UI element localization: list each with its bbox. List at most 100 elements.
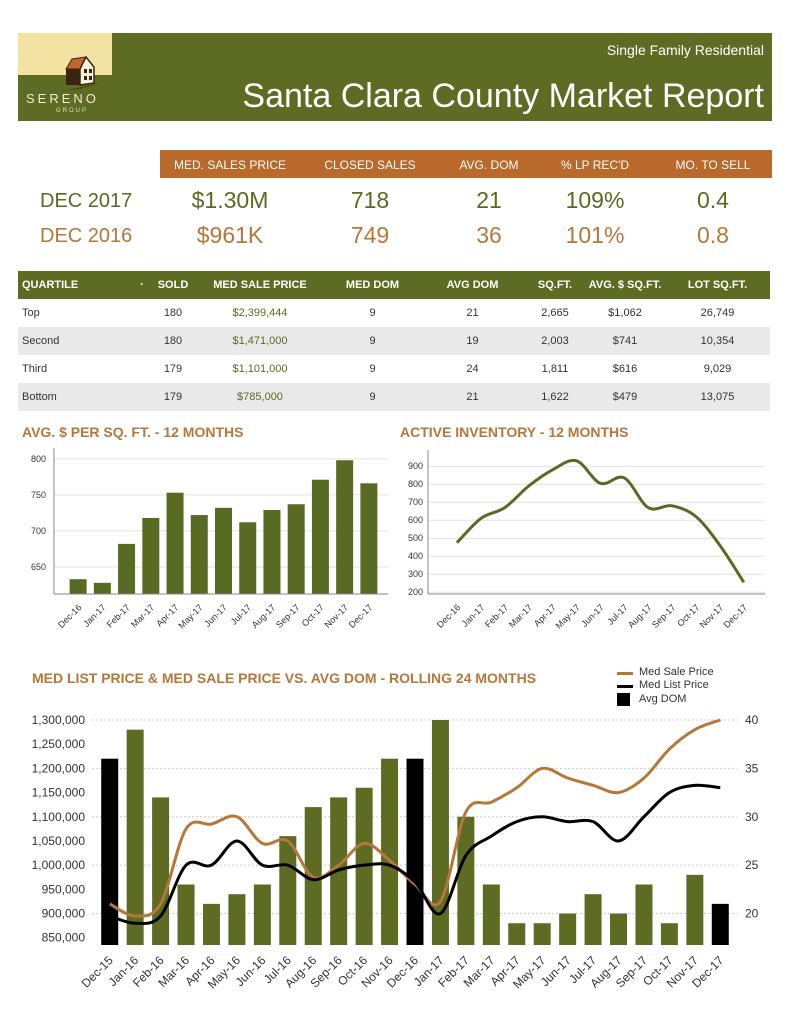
y-tick-label: 650 <box>31 562 46 572</box>
table-row: Second 180 $1,471,000 9 19 2,003 $741 10,354 <box>18 327 770 355</box>
y-tick-label: 600 <box>408 515 423 525</box>
table-cell: Top <box>22 307 40 319</box>
x-tick-label: Oct-17 <box>675 602 701 628</box>
kpi-header: AVG. DOM <box>459 158 519 172</box>
kpi-value: 109% <box>565 187 625 213</box>
table-cell: 179 <box>151 383 195 411</box>
x-tick-label: May-17 <box>176 602 204 630</box>
table-cell: 21 <box>466 307 479 319</box>
dom-bar <box>686 874 704 945</box>
table-cell: 10,354 <box>665 327 770 355</box>
kpi-value: 718 <box>350 187 390 213</box>
y-tick-label: 500 <box>408 533 423 543</box>
logo-text: SERENO <box>26 91 99 106</box>
y-tick-label: 700 <box>408 497 423 507</box>
table-row: Third 179 $1,101,000 9 24 1,811 $616 9,029 <box>18 355 770 383</box>
column-header: AVG. $ SQ.FT. <box>585 271 665 299</box>
bar <box>142 517 160 594</box>
bar <box>360 483 378 594</box>
inventory-line <box>455 458 746 584</box>
dom-bar <box>559 913 577 945</box>
x-tick-label: Mar-17 <box>507 602 534 629</box>
x-tick-label: Aug-17 <box>626 602 654 630</box>
dom-bar <box>253 884 271 945</box>
price-per-sqft-chart: 650700750800Dec-16Jan-17Feb-17Mar-17Apr-… <box>31 448 388 631</box>
dom-bar <box>228 894 246 945</box>
left-y-tick-label: 850,000 <box>42 931 86 945</box>
right-y-tick-label: 30 <box>745 810 759 824</box>
sale-price-line <box>108 718 721 918</box>
y-tick-label: 400 <box>408 551 423 561</box>
table-cell: 9 <box>369 363 376 375</box>
right-y-tick-label: 25 <box>745 858 759 872</box>
left-y-tick-label: 1,250,000 <box>32 737 86 751</box>
table-cell: 180 <box>163 307 183 319</box>
x-tick-label: Feb-17 <box>483 602 510 629</box>
kpi-header: % LP REC'D <box>560 158 630 172</box>
report-subtitle: Single Family Residential <box>606 42 764 58</box>
active-inventory-chart: 200 300 400 500 600 700 800 900 Dec-16Jan-17Feb-… <box>408 450 765 631</box>
dom-bar <box>101 758 119 945</box>
x-tick-label: Nov-17 <box>322 602 350 630</box>
kpi-header: MED. SALES PRICE <box>173 158 287 172</box>
chart-title: ACTIVE INVENTORY - 12 MONTHS <box>400 424 629 440</box>
kpi-row-label: DEC 2017 <box>40 190 133 212</box>
bar <box>239 522 257 594</box>
table-cell: 9 <box>325 383 420 411</box>
table-cell: $741 <box>585 327 665 355</box>
kpi-row-label: DEC 2016 <box>40 225 133 247</box>
column-header: AVG DOM <box>420 271 525 299</box>
bar <box>93 582 111 594</box>
bar <box>263 510 281 594</box>
dom-bar <box>711 903 729 945</box>
table-cell: Third <box>22 363 48 375</box>
list-price-line <box>109 783 721 925</box>
quartile-table: QUARTILE · SOLD MED SALE PRICE MED DOM A… <box>18 271 770 411</box>
table-cell: 9 <box>325 327 420 355</box>
kpi-value: 0.8 <box>697 222 729 248</box>
kpi-header: MO. TO SELL <box>675 158 751 172</box>
kpi-value: $1.30M <box>191 187 269 213</box>
table-cell: 19 <box>420 327 525 355</box>
dom-bar <box>482 884 500 945</box>
kpi-value: 749 <box>350 222 390 248</box>
y-tick-label: 700 <box>31 526 46 536</box>
table-cell: 2,665 <box>541 307 569 319</box>
y-tick-label: 900 <box>408 461 423 471</box>
left-y-tick-label: 1,150,000 <box>32 786 86 800</box>
table-cell: $616 <box>612 363 638 375</box>
dom-bar <box>610 913 628 945</box>
right-y-tick-label: 40 <box>745 713 759 727</box>
table-cell: Second <box>18 327 133 355</box>
x-tick-label: Sep-17 <box>274 602 302 630</box>
dom-bar <box>381 758 399 945</box>
y-tick-label: 750 <box>31 490 46 500</box>
x-tick-label: Jun-17 <box>579 602 606 629</box>
table-cell: $479 <box>585 383 665 411</box>
bar <box>166 492 184 594</box>
dom-bar <box>279 836 297 945</box>
column-header: SQ.FT. <box>525 271 585 299</box>
left-y-tick-label: 1,100,000 <box>32 810 86 824</box>
dom-bar <box>177 884 195 945</box>
left-y-tick-label: 1,200,000 <box>32 761 86 775</box>
x-tick-label: Sep-17 <box>650 602 678 630</box>
bar <box>336 460 354 594</box>
table-cell: 179 <box>163 363 183 375</box>
x-tick-label: Mar-17 <box>129 602 156 629</box>
right-y-tick-label: 35 <box>745 761 759 775</box>
table-cell <box>133 327 151 355</box>
column-header: MED DOM <box>325 271 420 299</box>
kpi-header: CLOSED SALES <box>324 158 416 172</box>
x-tick-label: Nov-17 <box>698 602 726 630</box>
bar <box>69 579 87 594</box>
kpi-value: 36 <box>476 222 502 248</box>
dom-bar <box>584 894 602 945</box>
table-cell: 24 <box>466 363 479 375</box>
table-cell <box>133 299 151 327</box>
house-icon <box>62 55 100 91</box>
bar <box>287 504 305 594</box>
chart-title: AVG. $ PER SQ. FT. - 12 MONTHS <box>22 424 244 440</box>
table-cell: 21 <box>420 383 525 411</box>
table-cell: Bottom <box>18 383 133 411</box>
